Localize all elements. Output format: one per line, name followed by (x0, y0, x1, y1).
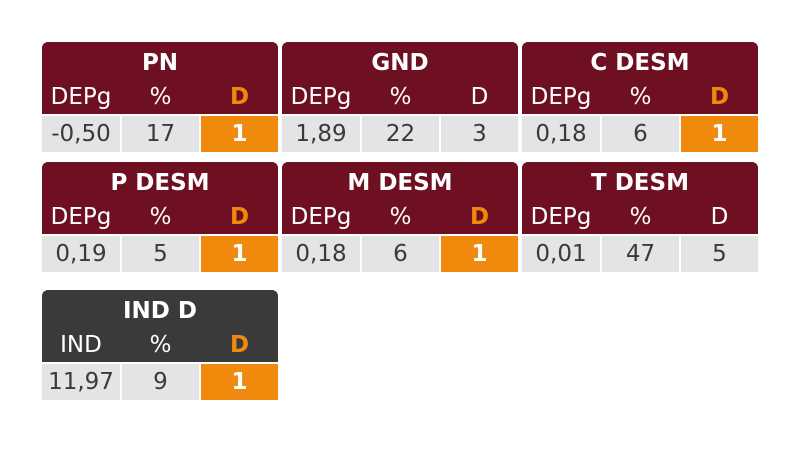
value-d: 1 (201, 364, 278, 400)
value-depg: 1,89 (282, 116, 360, 152)
card-values-row: 0,19 5 1 (42, 236, 278, 272)
col-header-depg: DEPg (50, 84, 112, 110)
value-percent: 22 (362, 116, 439, 152)
card-header: IND D IND % D (42, 290, 278, 362)
stat-card-m-desm: M DESM DEPg % D 0,18 6 1 (282, 162, 518, 272)
card-title: PN (141, 50, 179, 76)
value-depg: 0,01 (522, 236, 600, 272)
stat-card-gnd: GND DEPg % D 1,89 22 3 (282, 42, 518, 152)
col-header-d: D (229, 332, 250, 358)
col-header-percent: % (149, 84, 172, 110)
col-header-depg: DEPg (290, 84, 352, 110)
value-ind: 11,97 (42, 364, 120, 400)
value-percent: 47 (602, 236, 679, 272)
stat-card-t-desm: T DESM DEPg % D 0,01 47 5 (522, 162, 758, 272)
col-header-d: D (229, 204, 250, 230)
value-d: 1 (681, 116, 758, 152)
card-header: M DESM DEPg % D (282, 162, 518, 234)
card-header: T DESM DEPg % D (522, 162, 758, 234)
value-depg: 0,18 (522, 116, 600, 152)
card-values-row: 11,97 9 1 (42, 364, 278, 400)
value-depg: 0,19 (42, 236, 120, 272)
col-header-d: D (229, 84, 250, 110)
col-header-depg: DEPg (50, 204, 112, 230)
col-header-percent: % (629, 84, 652, 110)
stat-card-pn: PN DEPg % D -0,50 17 1 (42, 42, 278, 152)
col-header-d: D (470, 84, 489, 110)
col-header-percent: % (629, 204, 652, 230)
col-header-depg: DEPg (290, 204, 352, 230)
card-header: GND DEPg % D (282, 42, 518, 114)
col-header-d: D (710, 204, 729, 230)
value-percent: 6 (602, 116, 679, 152)
card-title: P DESM (110, 170, 210, 196)
card-header: P DESM DEPg % D (42, 162, 278, 234)
value-percent: 9 (122, 364, 199, 400)
card-header: PN DEPg % D (42, 42, 278, 114)
card-values-row: 0,01 47 5 (522, 236, 758, 272)
stat-card-p-desm: P DESM DEPg % D 0,19 5 1 (42, 162, 278, 272)
col-header-percent: % (389, 84, 412, 110)
card-header: C DESM DEPg % D (522, 42, 758, 114)
value-d: 3 (441, 116, 518, 152)
col-header-d: D (709, 84, 730, 110)
value-percent: 17 (122, 116, 199, 152)
value-percent: 5 (122, 236, 199, 272)
col-header-percent: % (149, 332, 172, 358)
card-title: GND (371, 50, 429, 76)
card-title: C DESM (590, 50, 690, 76)
value-d: 1 (201, 236, 278, 272)
stat-card-ind-d: IND D IND % D 11,97 9 1 (42, 290, 278, 400)
value-percent: 6 (362, 236, 439, 272)
value-depg: -0,50 (42, 116, 120, 152)
card-values-row: 0,18 6 1 (522, 116, 758, 152)
card-values-row: 0,18 6 1 (282, 236, 518, 272)
value-depg: 0,18 (282, 236, 360, 272)
card-title: T DESM (591, 170, 689, 196)
value-d: 1 (441, 236, 518, 272)
value-d: 1 (201, 116, 278, 152)
card-title: IND D (123, 298, 197, 324)
card-values-row: -0,50 17 1 (42, 116, 278, 152)
col-header-d: D (469, 204, 490, 230)
value-d: 5 (681, 236, 758, 272)
stat-card-c-desm: C DESM DEPg % D 0,18 6 1 (522, 42, 758, 152)
col-header-depg: DEPg (530, 84, 592, 110)
card-values-row: 1,89 22 3 (282, 116, 518, 152)
col-header-depg: DEPg (530, 204, 592, 230)
col-header-ind: IND (60, 332, 102, 358)
card-title: M DESM (347, 170, 453, 196)
col-header-percent: % (389, 204, 412, 230)
col-header-percent: % (149, 204, 172, 230)
